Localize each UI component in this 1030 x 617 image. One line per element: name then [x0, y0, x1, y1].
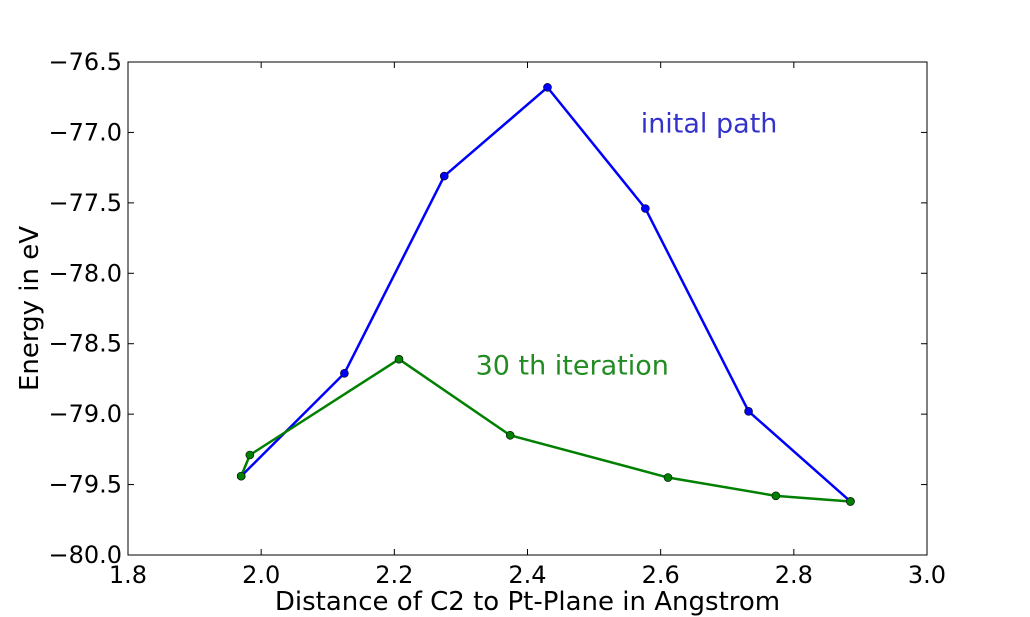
series-2-point — [663, 473, 673, 482]
y-tick-label: −77.0 — [48, 118, 122, 146]
series-1-line — [240, 86, 852, 503]
x-tick-label: 2.0 — [242, 561, 280, 589]
y-tick-label: −80.0 — [48, 541, 122, 569]
x-tick-label: 2.2 — [375, 561, 413, 589]
y-tick-label: −77.5 — [48, 189, 122, 217]
annotation-label: inital path — [641, 108, 778, 139]
x-tick-label: 3.0 — [908, 561, 946, 589]
series-2-point — [245, 450, 255, 460]
y-axis-label: Energy in eV — [15, 226, 45, 391]
x-tick-label: 1.8 — [109, 561, 147, 589]
y-tick-label: −76.5 — [48, 48, 122, 76]
series-1-point — [641, 204, 650, 213]
series-2-point — [236, 471, 246, 481]
series-2-point — [771, 491, 781, 501]
x-axis-ticks: 1.8 2.0 2.2 2.4 2.6 2.8 3.0 — [109, 62, 946, 589]
y-tick-label: −78.0 — [48, 259, 122, 287]
series-1-point — [439, 171, 449, 181]
annotation-layer: inital path 30 th iteration — [476, 108, 778, 381]
series-1-point — [744, 407, 753, 416]
y-axis-ticks: −76.5 −77.0 −77.5 −78.0 −78.5 −79.0 −79.5 −80.0 — [48, 48, 927, 569]
series-1-point — [340, 368, 349, 378]
x-tick-label: 2.4 — [508, 561, 546, 589]
series-2-point — [846, 497, 855, 506]
series-1-point — [543, 83, 552, 92]
series-2-point — [394, 354, 404, 364]
x-tick-label: 2.6 — [642, 561, 680, 589]
plot-frame — [127, 61, 928, 556]
y-tick-label: −79.5 — [48, 471, 122, 499]
x-axis-label: Distance of C2 to Pt-Plane in Angstrom — [275, 587, 780, 617]
series-2-point — [505, 430, 515, 440]
plot-area — [127, 61, 928, 556]
series-layer — [236, 83, 855, 506]
y-tick-label: −79.0 — [48, 400, 122, 428]
y-tick-label: −78.5 — [48, 330, 122, 358]
x-tick-label: 2.8 — [775, 561, 813, 589]
annotation-label: 30 th iteration — [476, 351, 669, 382]
